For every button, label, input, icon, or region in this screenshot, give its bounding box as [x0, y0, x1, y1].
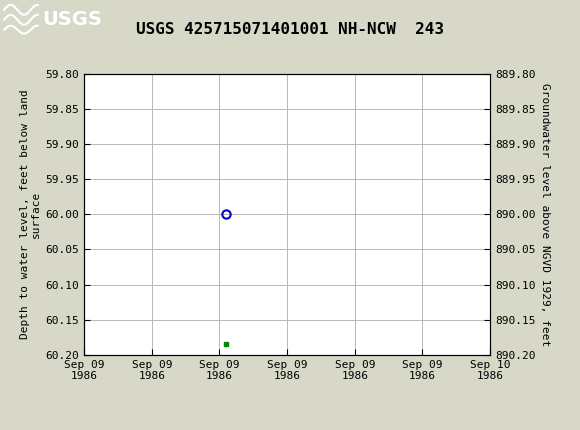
Text: USGS 425715071401001 NH-NCW  243: USGS 425715071401001 NH-NCW 243: [136, 22, 444, 37]
Y-axis label: Groundwater level above NGVD 1929, feet: Groundwater level above NGVD 1929, feet: [539, 83, 550, 346]
Y-axis label: Depth to water level, feet below land
surface: Depth to water level, feet below land su…: [20, 89, 41, 339]
Text: USGS: USGS: [42, 10, 102, 29]
